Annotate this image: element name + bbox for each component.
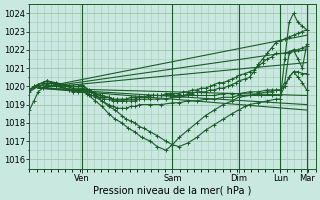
X-axis label: Pression niveau de la mer( hPa ): Pression niveau de la mer( hPa ) <box>93 186 252 196</box>
